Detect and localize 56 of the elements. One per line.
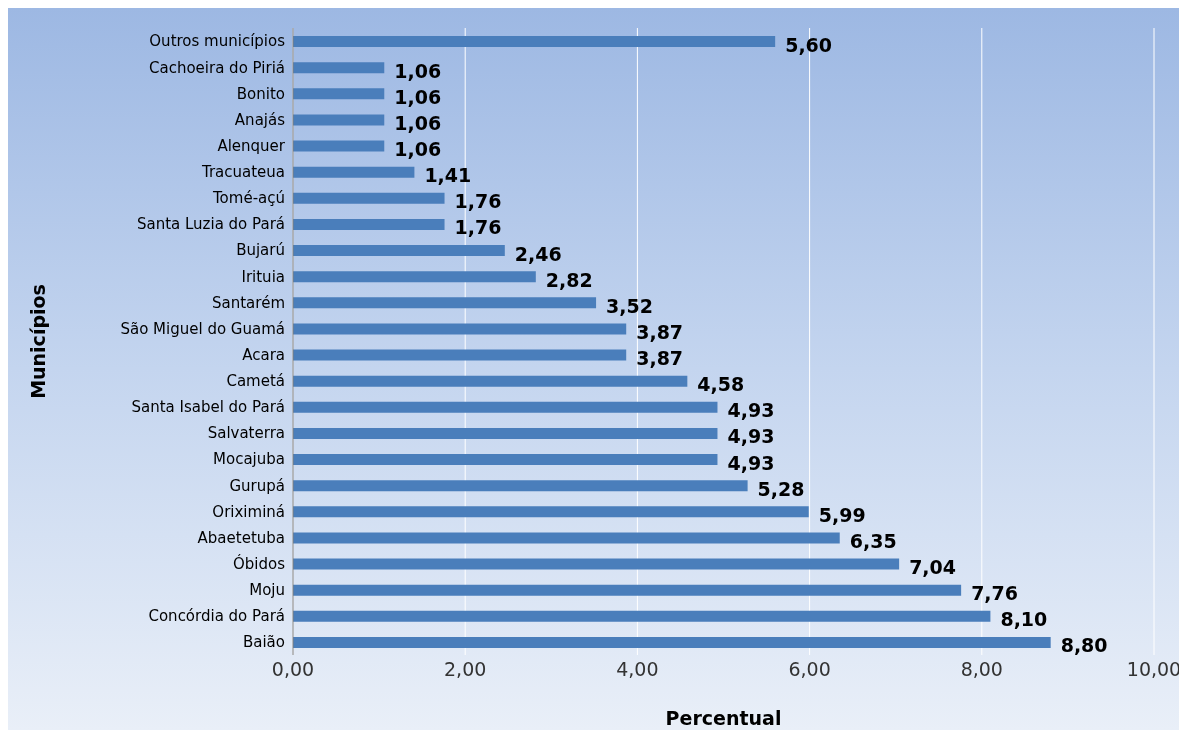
y-tick-label: Bujarú [236,241,285,260]
data-label: 3,87 [636,347,684,369]
data-label: 1,06 [394,138,442,160]
data-label: 1,06 [394,111,442,134]
x-tick-label: 8,00 [960,658,1003,681]
y-tick-label: Outros municípios [149,32,286,51]
x-tick-label: 0,00 [271,658,315,681]
y-tick-label: São Miguel do Guamá [120,319,285,338]
y-tick-label: Tracuateua [200,163,285,182]
y-tick-label: Gurupá [229,476,285,495]
y-tick-label: Concórdia do Pará [148,607,285,626]
data-label: 5,28 [757,477,805,500]
y-tick-label: Cachoeira do Piriá [149,58,285,77]
y-tick-label: Santarém [212,293,285,312]
y-tick-label: Moju [249,581,285,600]
data-label: 8,80 [1060,634,1108,657]
data-label: 2,82 [545,268,593,291]
data-label: 7,04 [909,556,957,578]
data-label: 3,52 [606,294,653,317]
data-label: 1,76 [454,216,502,239]
data-label: 3,87 [636,320,684,343]
x-tick-label: 4,00 [616,658,659,681]
data-label: 4,93 [727,451,775,474]
data-label: 1,06 [394,85,442,108]
data-label: 4,93 [727,399,775,422]
y-tick-label: Acara [242,345,285,364]
x-tick-label: 2,00 [444,658,487,681]
x-tick-label: 10,00 [1126,658,1182,681]
y-tick-label: Anajás [234,110,286,129]
data-label: 7,76 [971,582,1019,605]
data-label: 5,60 [785,33,833,56]
y-tick-label: Tomé-açú [212,189,285,208]
x-tick-label: 6,00 [788,658,831,681]
data-label: 1,76 [454,190,502,213]
data-label: 8,10 [1000,608,1048,631]
data-label: 1,41 [424,164,472,187]
y-tick-label: Santa Luzia do Pará [136,215,285,234]
y-tick-label: Baião [242,633,285,652]
y-tick-label: Santa Isabel do Pará [131,398,285,417]
y-axis-title: Municípios [26,284,49,399]
y-tick-label: Irituia [241,267,285,286]
y-tick-label: Abaetetuba [197,528,285,547]
y-tick-label: Alenquer [217,136,286,155]
y-tick-label: Bonito [236,84,285,103]
y-tick-label: Cametá [226,372,285,391]
data-label: 5,99 [818,503,866,526]
x-axis-title: Percentual [665,707,782,729]
y-tick-label: Oriximiná [212,502,285,521]
y-tick-label: Óbidos [232,553,286,573]
data-label: 6,35 [849,529,897,552]
data-label: 4,58 [697,373,745,396]
data-label: 4,93 [727,425,775,448]
y-tick-label: Salvaterra [207,424,285,443]
y-tick-label: Mocajuba [213,450,285,469]
data-label: 1,06 [394,59,442,82]
data-label: 2,46 [514,242,562,265]
